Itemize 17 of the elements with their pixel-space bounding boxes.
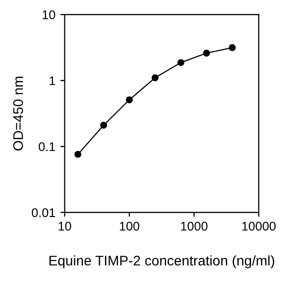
x-tick-label: 1000	[181, 222, 208, 231]
point	[177, 59, 184, 66]
point	[74, 150, 82, 158]
y-tick-label: 1	[50, 76, 56, 86]
y-axis-title: OD=450 nm	[13, 76, 24, 150]
x-tick-label: 100	[120, 222, 140, 231]
y-tick-label: 0.1	[38, 142, 56, 152]
y-tick-label: 0.01	[32, 208, 56, 218]
point	[152, 74, 159, 82]
x-tick-label: 10000	[242, 222, 276, 231]
point	[100, 122, 108, 129]
point	[203, 50, 210, 57]
x-axis-title: Equine TIMP-2 concentration (ng/ml)	[49, 255, 274, 268]
point	[228, 44, 236, 52]
y-tick-label: 10	[42, 10, 56, 20]
point	[126, 96, 133, 104]
x-tick-label: 10	[58, 222, 72, 231]
